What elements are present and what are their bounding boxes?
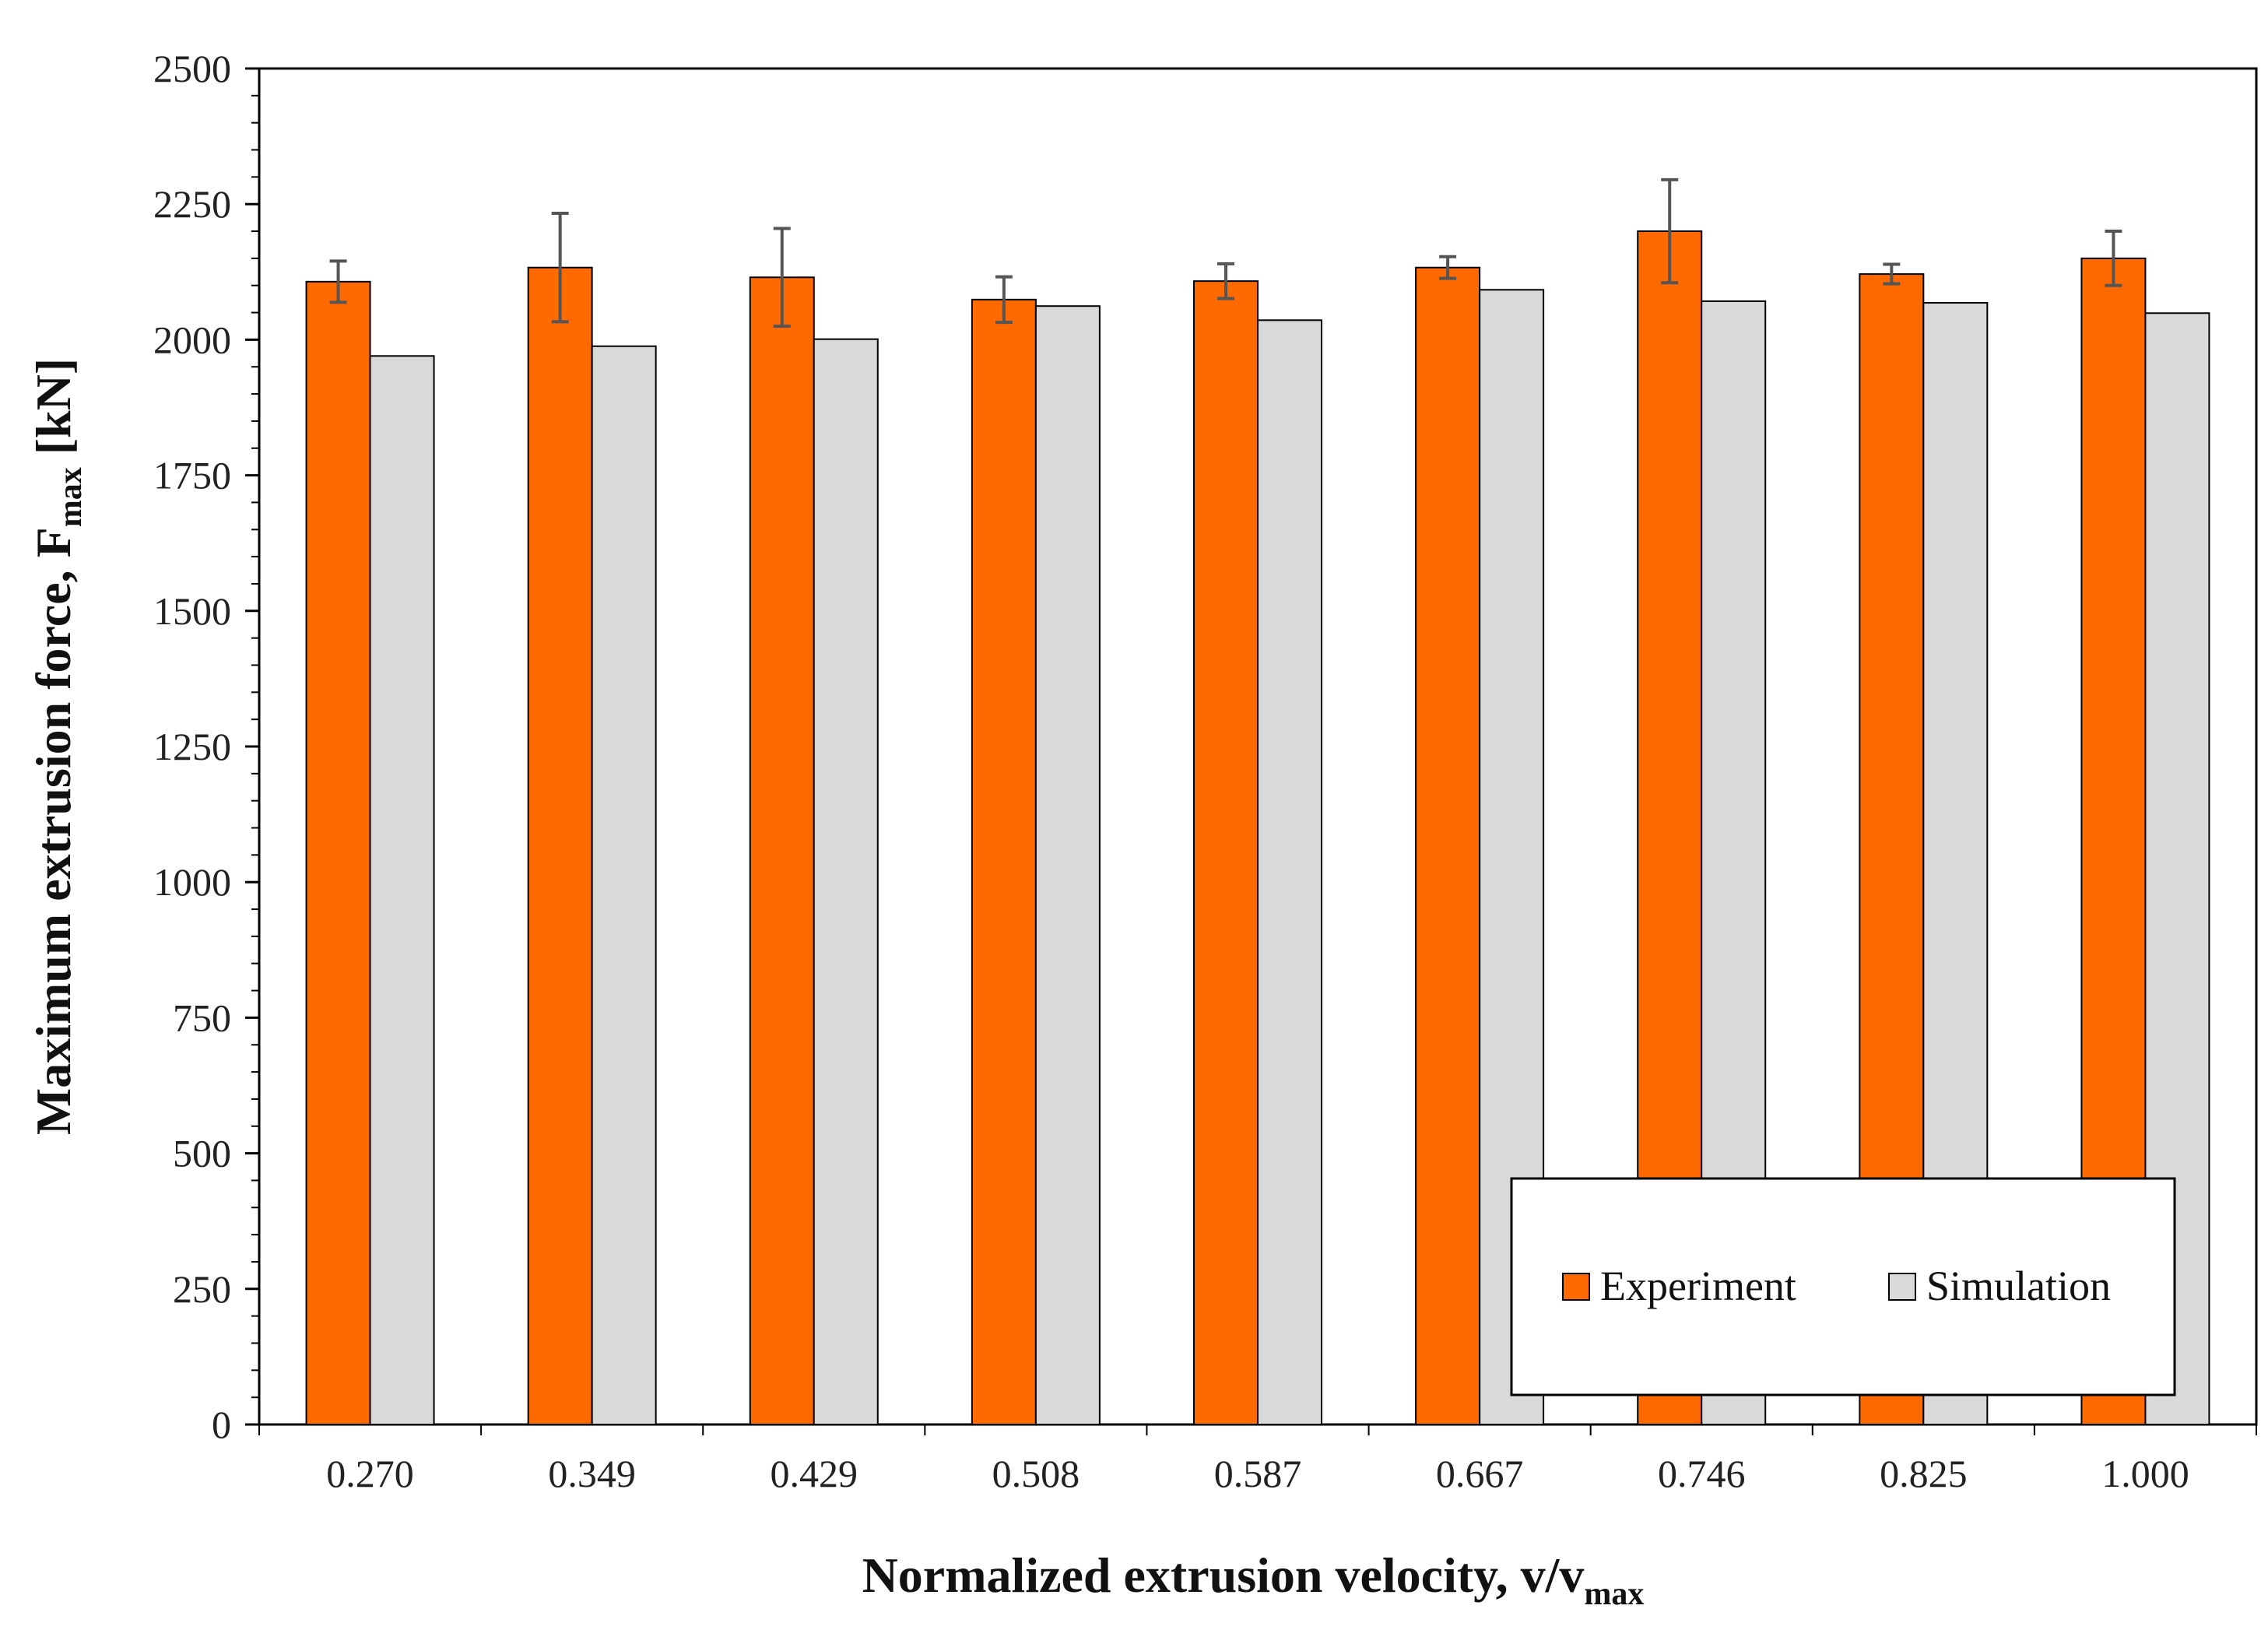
y-tick-label: 2250 xyxy=(153,182,231,226)
y-tick-label: 1750 xyxy=(153,454,231,497)
bar-experiment xyxy=(1415,266,1481,1425)
y-tick-label: 1250 xyxy=(153,725,231,768)
y-axis-title: Maximum extrusion force, Fmax [kN] xyxy=(26,358,89,1135)
bar-experiment xyxy=(527,266,593,1425)
bar-experiment xyxy=(305,280,371,1425)
x-axis-title: Normalized extrusion velocity, v/vmax xyxy=(862,1547,1645,1612)
x-tick-label: 0.508 xyxy=(992,1452,1080,1495)
legend-box xyxy=(1510,1177,2176,1396)
error-bar xyxy=(1439,255,1457,280)
bar-experiment xyxy=(971,298,1037,1425)
y-tick-label: 2500 xyxy=(153,47,231,90)
x-axis-title-main: Normalized extrusion velocity, v/v xyxy=(862,1547,1585,1603)
x-axis-title-subscript: max xyxy=(1584,1576,1644,1612)
bar-simulation xyxy=(591,345,657,1425)
error-bar xyxy=(551,212,569,324)
error-bar xyxy=(1883,262,1901,286)
bar-simulation xyxy=(1257,319,1322,1425)
error-bar xyxy=(1661,177,1679,285)
error-bar xyxy=(773,227,791,328)
y-tick-label: 250 xyxy=(173,1267,231,1311)
y-tick-label: 500 xyxy=(173,1132,231,1175)
error-bars xyxy=(329,177,2122,328)
bar-experiment xyxy=(749,276,815,1426)
x-tick-label: 0.667 xyxy=(1436,1452,1524,1495)
error-bar xyxy=(2105,230,2122,287)
legend-swatch-simulation xyxy=(1888,1273,1916,1301)
y-axis-title-main: Maximum extrusion force, F xyxy=(26,527,81,1135)
y-tick-label: 750 xyxy=(173,996,231,1039)
x-tick-label: 0.587 xyxy=(1214,1452,1302,1495)
y-axis: 0 250 500 750 1000 1250 1500 1750 2000 2250 2500 xyxy=(153,47,259,1446)
bar-simulation xyxy=(369,355,435,1426)
y-tick-label: 0 xyxy=(212,1403,231,1446)
bar-experiment xyxy=(1193,280,1259,1425)
error-bar xyxy=(1217,262,1234,300)
y-axis-title-subscript: max xyxy=(53,467,89,527)
bar-simulation xyxy=(813,338,879,1425)
legend-label-experiment: Experiment xyxy=(1600,1263,1796,1309)
y-tick-label: 1000 xyxy=(153,860,231,904)
x-tick-label: 0.429 xyxy=(771,1452,858,1495)
x-tick-label: 0.349 xyxy=(548,1452,636,1495)
x-tick-label: 0.746 xyxy=(1658,1452,1746,1495)
y-tick-label: 1500 xyxy=(153,589,231,633)
legend-swatch-experiment xyxy=(1562,1273,1590,1301)
error-bar xyxy=(329,259,347,304)
y-tick-label: 2000 xyxy=(153,318,231,361)
legend-label-simulation: Simulation xyxy=(1926,1263,2111,1309)
y-axis-title-unit: [kN] xyxy=(26,358,81,467)
x-tick-label: 0.270 xyxy=(326,1452,414,1495)
x-tick-label: 0.825 xyxy=(1880,1452,1968,1495)
error-bar xyxy=(995,275,1013,325)
bar-simulation xyxy=(1034,305,1101,1426)
x-tick-label: 1.000 xyxy=(2101,1452,2189,1495)
x-axis: 0.270 0.349 0.429 0.508 0.587 0.667 0.746 0.825… xyxy=(258,1424,2257,1495)
legend: Experiment Simulation xyxy=(1510,1177,2176,1396)
